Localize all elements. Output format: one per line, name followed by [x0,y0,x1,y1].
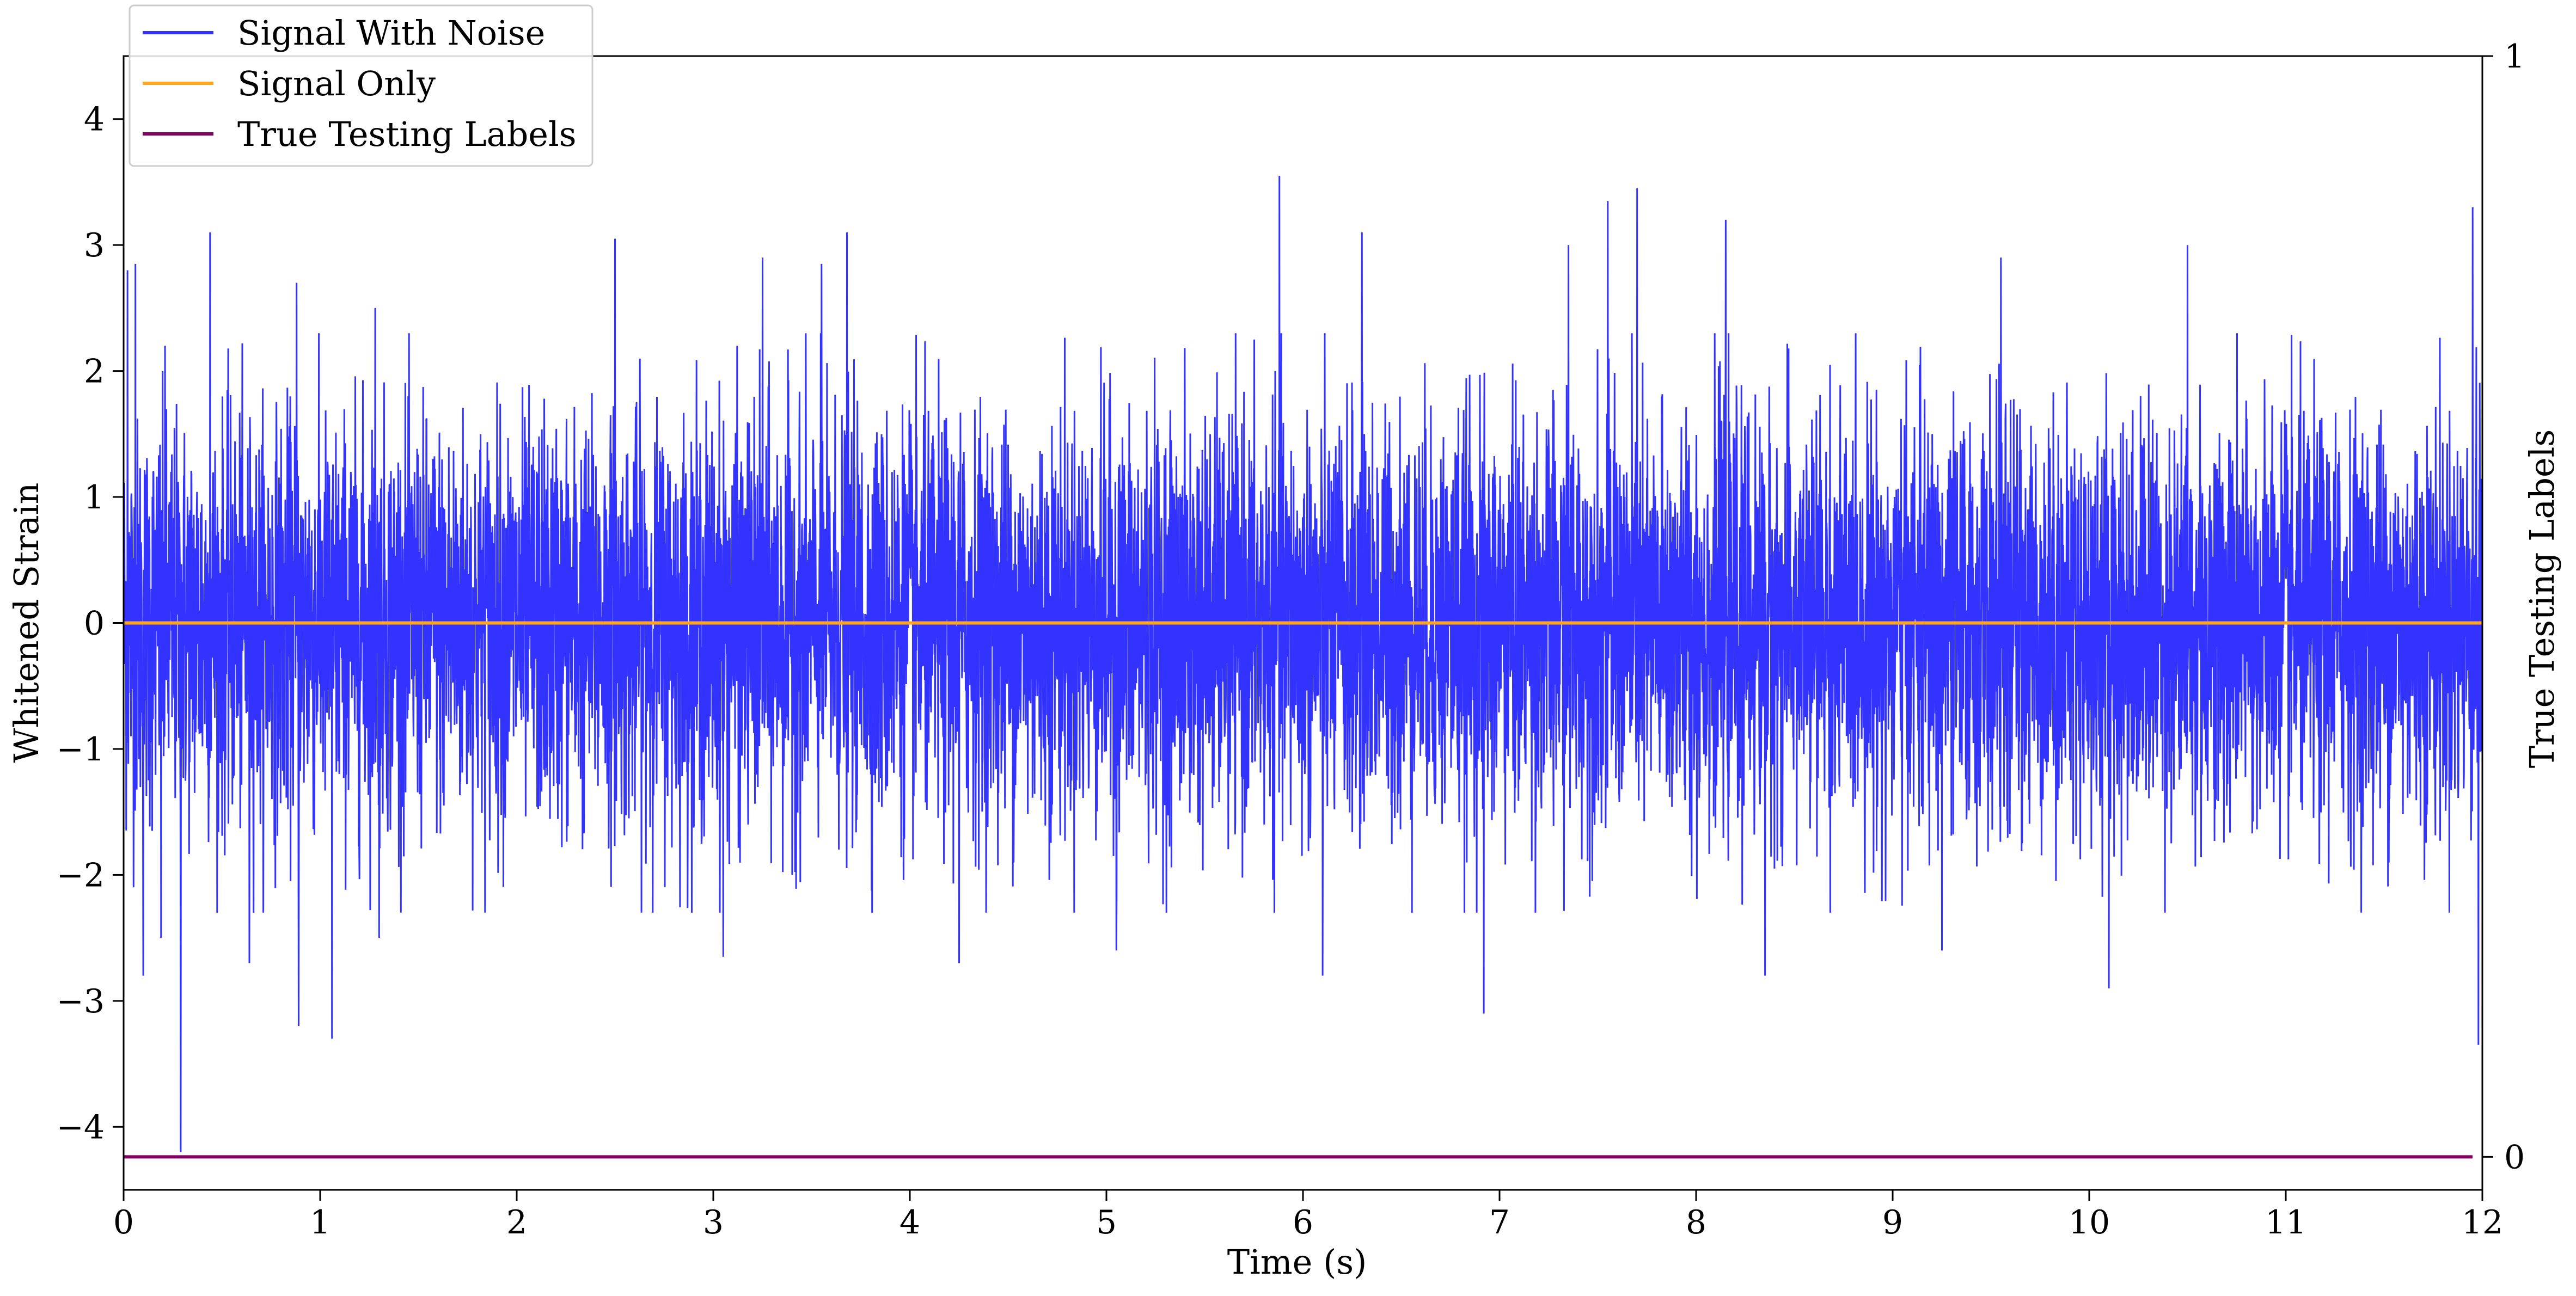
y2-axis-ticks: 01 [2482,38,2525,1176]
legend-label-signal-only: Signal Only [237,64,436,103]
x-tick-label: 1 [310,1203,331,1242]
x-tick-label: 3 [703,1203,724,1242]
legend-box [129,4,593,167]
legend-label-true-testing-labels: True Testing Labels [237,114,577,154]
x-axis-ticks: 0 1 2 3 4 5 6 7 8 9 10 11 12 [113,1190,2503,1242]
x-tick-label: 2 [506,1203,527,1242]
y-tick-label: 4 [84,101,105,139]
y-tick-label: 1 [84,478,105,517]
x-tick-label: 7 [1489,1203,1510,1242]
x-tick-label: 6 [1293,1203,1313,1242]
y-tick-label: 3 [84,226,105,265]
x-axis-label: Time (s) [1227,1242,1367,1282]
y2-axis-label: True Testing Labels [2522,429,2562,769]
plot-area [124,175,2482,1159]
x-tick-label: 0 [113,1203,134,1242]
series-signal-with-noise [124,175,2482,1152]
legend: Signal With Noise Signal Only True Testi… [129,4,593,167]
plot-frame [123,55,2483,1191]
y-tick-label: −2 [57,856,105,894]
y-tick-label: −4 [57,1108,105,1146]
y-tick-label: 0 [84,605,105,643]
y-tick-label: 2 [84,353,105,391]
x-tick-label: 8 [1686,1203,1706,1242]
x-tick-label: 10 [2069,1203,2110,1242]
x-tick-label: 4 [900,1203,920,1242]
y-tick-label: −1 [57,730,105,769]
y2-tick-label: 1 [2504,38,2525,76]
y-axis-label: Whitened Strain [7,483,46,763]
legend-label-signal-with-noise: Signal With Noise [237,13,545,53]
y-axis-ticks: −4 −3 −2 −1 0 1 2 3 4 [57,101,124,1146]
y-tick-label: −3 [57,982,105,1021]
x-tick-label: 12 [2462,1203,2503,1242]
x-tick-label: 9 [1882,1203,1903,1242]
x-tick-label: 11 [2265,1203,2306,1242]
y2-tick-label: 0 [2504,1138,2525,1176]
x-tick-label: 5 [1096,1203,1117,1242]
